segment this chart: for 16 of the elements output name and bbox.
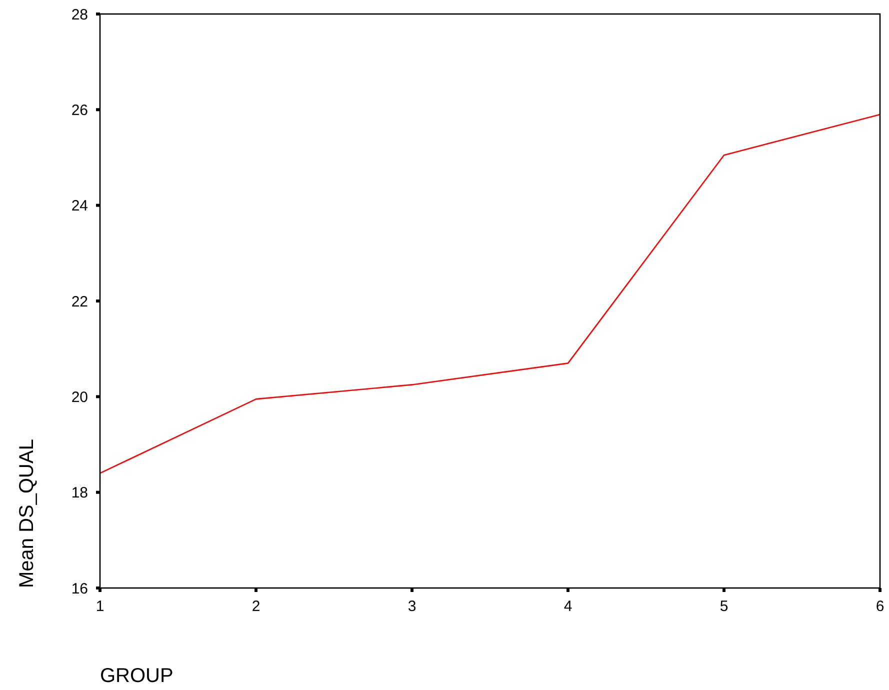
x-axis-title: GROUP [100, 665, 174, 687]
x-tick-label: 3 [408, 598, 416, 615]
x-tick-label: 4 [564, 598, 572, 615]
x-tick-label: 5 [720, 598, 728, 615]
y-tick-label: 20 [71, 388, 88, 406]
x-tick-label: 2 [252, 598, 260, 615]
x-tick-label: 1 [96, 598, 104, 615]
y-tick-label: 24 [71, 198, 88, 215]
line-series [99, 114, 881, 474]
y-tick-label: 18 [71, 484, 88, 502]
y-tick-label: 22 [71, 293, 88, 310]
x-tick-label: 6 [876, 598, 884, 615]
y-axis-title: Mean DS_QUAL [16, 439, 38, 588]
y-tick-label: 26 [71, 102, 88, 119]
y-tick-label: 16 [71, 580, 88, 598]
y-tick-label: 28 [71, 6, 88, 24]
